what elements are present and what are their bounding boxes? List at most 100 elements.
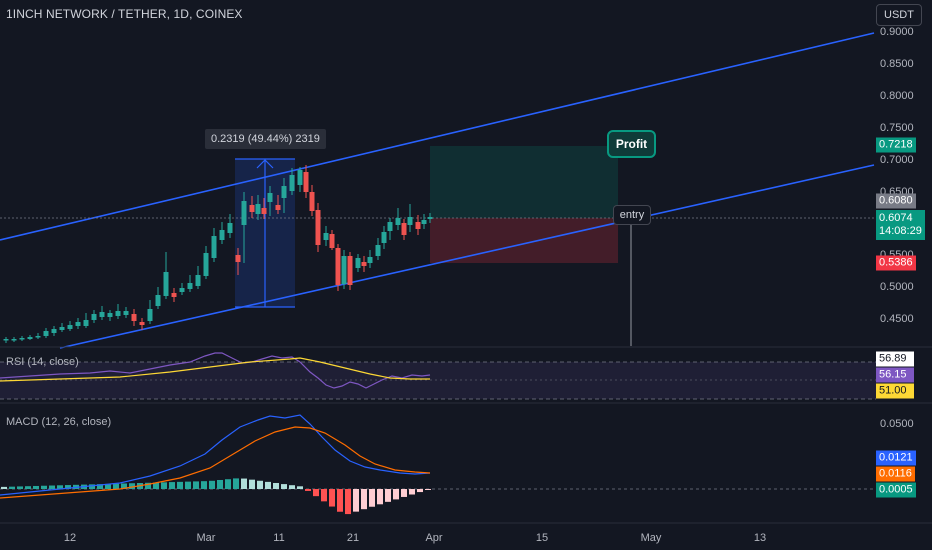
macd-histogram-bar — [313, 489, 319, 497]
macd-line — [0, 414, 431, 496]
price-label: 0.8000 — [880, 90, 914, 102]
candle-body — [275, 205, 281, 210]
candle-body — [367, 257, 373, 263]
macd-histogram-bar — [225, 479, 231, 489]
candle-body — [309, 192, 315, 211]
measure-label: 0.2319 (49.44%) 2319 — [205, 129, 326, 149]
candle-body — [123, 311, 129, 315]
rsi-ma-line — [0, 357, 430, 382]
candle-body — [51, 329, 57, 333]
macd-histogram-bar — [233, 478, 239, 489]
candle-body — [219, 230, 225, 240]
candle-body — [289, 175, 295, 191]
candle-body — [43, 331, 49, 336]
macd-histogram-bar — [17, 486, 23, 489]
macd-title[interactable]: MACD (12, 26, close) — [6, 416, 112, 428]
candle-body — [211, 236, 217, 258]
candle-body — [187, 283, 193, 289]
macd-histogram-bar — [145, 482, 151, 489]
candle-body — [315, 210, 321, 245]
last-price-tag: 0.6074 14:08:29 — [876, 210, 925, 240]
macd-histogram-bar — [185, 481, 191, 489]
macd-histogram — [1, 478, 431, 515]
macd-histogram-bar — [177, 481, 183, 489]
price-label: 0.7000 — [880, 154, 914, 166]
candle-body — [179, 288, 185, 292]
rsi-value-tag: 56.15 — [876, 367, 914, 383]
macd-histogram-bar — [169, 482, 175, 489]
macd-histogram-bar — [121, 483, 127, 489]
candle-body — [249, 205, 255, 212]
channel-upper — [0, 32, 875, 241]
candle-body — [281, 186, 287, 198]
profit-zone — [430, 146, 618, 218]
loss-zone — [430, 218, 618, 263]
price-label: 0.5000 — [880, 281, 914, 293]
candle-body — [171, 293, 177, 297]
time-label: 15 — [535, 532, 549, 544]
macd-value-tag: 0.0121 — [876, 450, 916, 466]
macd-histogram-bar — [209, 480, 215, 489]
candle-body — [107, 313, 113, 317]
macd-histogram-bar — [49, 485, 55, 489]
macd-histogram-bar — [9, 486, 15, 489]
signal-line — [0, 426, 431, 499]
macd-histogram-bar — [161, 482, 167, 489]
time-label: Mar — [196, 532, 216, 544]
macd-histogram-bar — [1, 486, 7, 489]
macd-histogram-bar — [105, 483, 111, 489]
macd-histogram-bar — [425, 489, 431, 490]
macd-histogram-bar — [297, 486, 303, 489]
macd-histogram-bar — [273, 482, 279, 489]
signal-value-tag: 0.0116 — [876, 466, 915, 482]
candle-body — [115, 311, 121, 316]
candle-body — [75, 322, 81, 326]
candle-body — [427, 217, 433, 219]
candle-body — [255, 204, 261, 214]
last-price-value: 0.6074 — [879, 212, 913, 224]
macd-histogram-bar — [417, 489, 423, 493]
candle-body — [303, 172, 309, 192]
candle-body — [241, 201, 247, 225]
candle-body — [329, 234, 335, 248]
candle-body — [83, 320, 89, 326]
macd-histogram-bar — [153, 482, 159, 489]
macd-histogram-bar — [305, 489, 311, 491]
currency-button[interactable]: USDT — [876, 4, 922, 26]
macd-histogram-bar — [289, 485, 295, 489]
macd-histogram-bar — [113, 483, 119, 489]
macd-histogram-bar — [217, 480, 223, 489]
candle-body — [375, 245, 381, 256]
rsi-title[interactable]: RSI (14, close) — [6, 356, 79, 368]
macd-histogram-bar — [281, 484, 287, 489]
price-label: 0.4500 — [880, 313, 914, 325]
macd-axis-label: 0.0500 — [880, 418, 914, 430]
candle-body — [99, 312, 105, 317]
profit-label[interactable]: Profit — [607, 130, 656, 158]
candle-body — [195, 275, 201, 286]
price-label: 0.8500 — [880, 58, 914, 70]
candle-body — [387, 222, 393, 231]
price-label: 0.9000 — [880, 26, 914, 38]
rsi-upper-tag: 56.89 — [876, 351, 914, 367]
candle-body — [147, 309, 153, 321]
candle-body — [421, 220, 427, 224]
candle-body — [227, 223, 233, 233]
macd-histogram-bar — [377, 489, 383, 505]
histogram-value-tag: 0.0005 — [876, 482, 916, 498]
macd-histogram-bar — [409, 489, 415, 495]
macd-histogram-bar — [321, 489, 327, 502]
time-label: 12 — [63, 532, 77, 544]
time-label: May — [640, 532, 662, 544]
candle-body — [341, 256, 347, 284]
candle-body — [297, 170, 303, 185]
macd-histogram-bar — [257, 480, 263, 489]
entry-label[interactable]: entry — [613, 205, 651, 225]
macd-histogram-bar — [241, 478, 247, 489]
macd-histogram-bar — [25, 486, 31, 489]
candle-body — [203, 253, 209, 276]
candle-body — [361, 262, 367, 266]
candle-body — [347, 256, 353, 285]
